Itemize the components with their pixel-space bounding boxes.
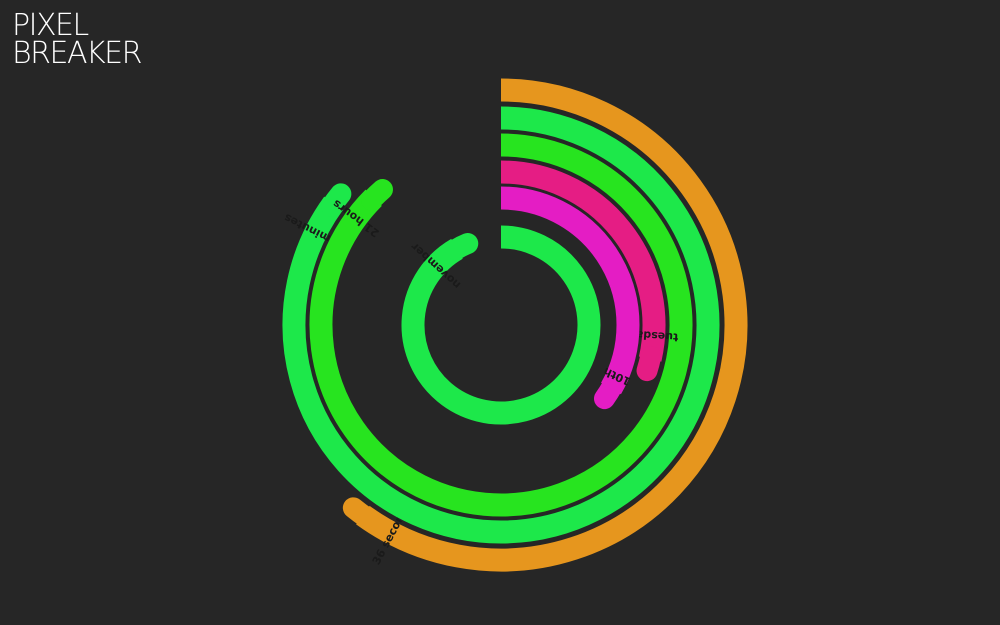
ring-tab-second: [353, 508, 366, 518]
ring-tab-month: [456, 244, 468, 250]
ring-tab-date: [605, 387, 613, 399]
ring-month: november: [408, 237, 589, 413]
ring-tab-hour: [372, 190, 383, 200]
ring-tab-day: [647, 356, 651, 370]
